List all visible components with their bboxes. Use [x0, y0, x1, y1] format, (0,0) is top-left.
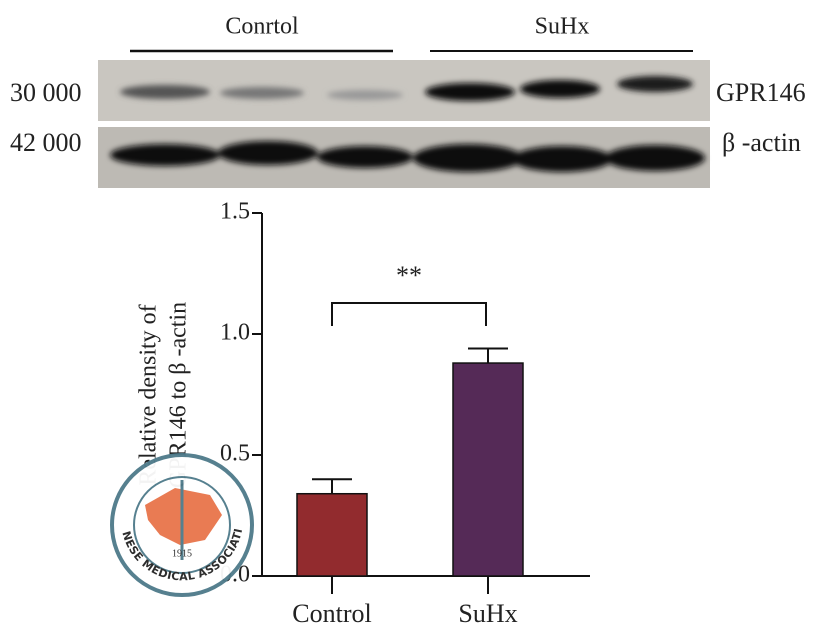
bar — [296, 492, 368, 577]
band-label: GPR146 — [716, 78, 806, 107]
group-label: SuHx — [535, 14, 590, 40]
significance-bracket — [331, 302, 487, 326]
y-axis-label: Relative density of — [136, 304, 162, 485]
y-tick-label: 0.5 — [220, 441, 250, 467]
band-label: β -actin — [722, 128, 801, 157]
y-tick-label: 1.0 — [220, 320, 250, 346]
blot-panel — [98, 60, 710, 121]
x-tick-label: SuHx — [458, 599, 517, 628]
bar — [452, 362, 524, 577]
x-tick-label: Control — [292, 599, 371, 628]
significance-label: ** — [396, 261, 422, 290]
y-tick-label: 1.5 — [220, 199, 250, 225]
watermark-year: 1915 — [172, 548, 192, 559]
size-label: 30 000 — [10, 78, 82, 107]
blot-panel — [98, 127, 710, 188]
size-label: 42 000 — [10, 128, 82, 157]
group-label: Conrtol — [225, 14, 299, 40]
